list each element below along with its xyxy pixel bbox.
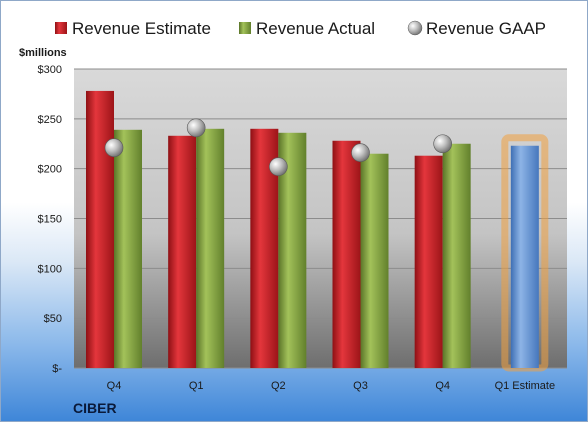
- y-tick-label: $300: [38, 64, 62, 76]
- y-tick-label: $-: [52, 363, 62, 375]
- actual-bar: [114, 129, 142, 368]
- actual-bar: [360, 153, 389, 368]
- x-tick-label: Q3: [353, 380, 368, 392]
- gridlines: [74, 68, 567, 369]
- y-axis-ticks: $- $50 $100 $150 $200 $250 $300: [38, 64, 63, 375]
- gaap-marker: [269, 157, 288, 176]
- y-tick-label: $100: [38, 263, 62, 275]
- legend: Revenue Estimate Revenue Actual Revenue GA…: [55, 19, 546, 38]
- estimate-bar: [414, 155, 443, 368]
- y-tick-label: $50: [44, 313, 62, 325]
- legend-swatch: [239, 22, 251, 34]
- gaap-marker: [351, 143, 370, 163]
- gaap-marker: [433, 134, 452, 154]
- y-tick-label: $150: [38, 214, 62, 226]
- legend-swatch: [407, 20, 423, 36]
- estimate-bar: [168, 135, 197, 368]
- gaap-markers: [104, 118, 452, 176]
- x-tick-label: Q4: [107, 380, 122, 392]
- actual-bar: [196, 128, 225, 368]
- x-tick-label: Q2: [271, 380, 286, 392]
- next-quarter-estimate-bar: [510, 145, 539, 368]
- gaap-marker: [104, 138, 124, 158]
- company-name: CIBER: [73, 400, 117, 416]
- x-axis-labels: Q4 Q1 Q2 Q3 Q4 Q1 Estimate: [107, 380, 555, 392]
- bars: [86, 90, 549, 372]
- actual-bar: [442, 143, 471, 368]
- unit-label: $millions: [19, 47, 67, 59]
- x-tick-label: Q1: [189, 380, 204, 392]
- gaap-marker: [186, 118, 206, 138]
- legend-label: Revenue Estimate: [72, 19, 211, 38]
- legend-label: Revenue GAAP: [426, 19, 546, 38]
- estimate-bar: [86, 90, 114, 368]
- y-tick-label: $250: [38, 114, 62, 126]
- x-tick-label: Q4: [435, 380, 450, 392]
- x-tick-label: Q1 Estimate: [495, 380, 556, 392]
- legend-swatch: [55, 22, 67, 34]
- legend-label: Revenue Actual: [256, 19, 375, 38]
- y-tick-label: $200: [38, 164, 62, 176]
- estimate-bar: [332, 140, 361, 368]
